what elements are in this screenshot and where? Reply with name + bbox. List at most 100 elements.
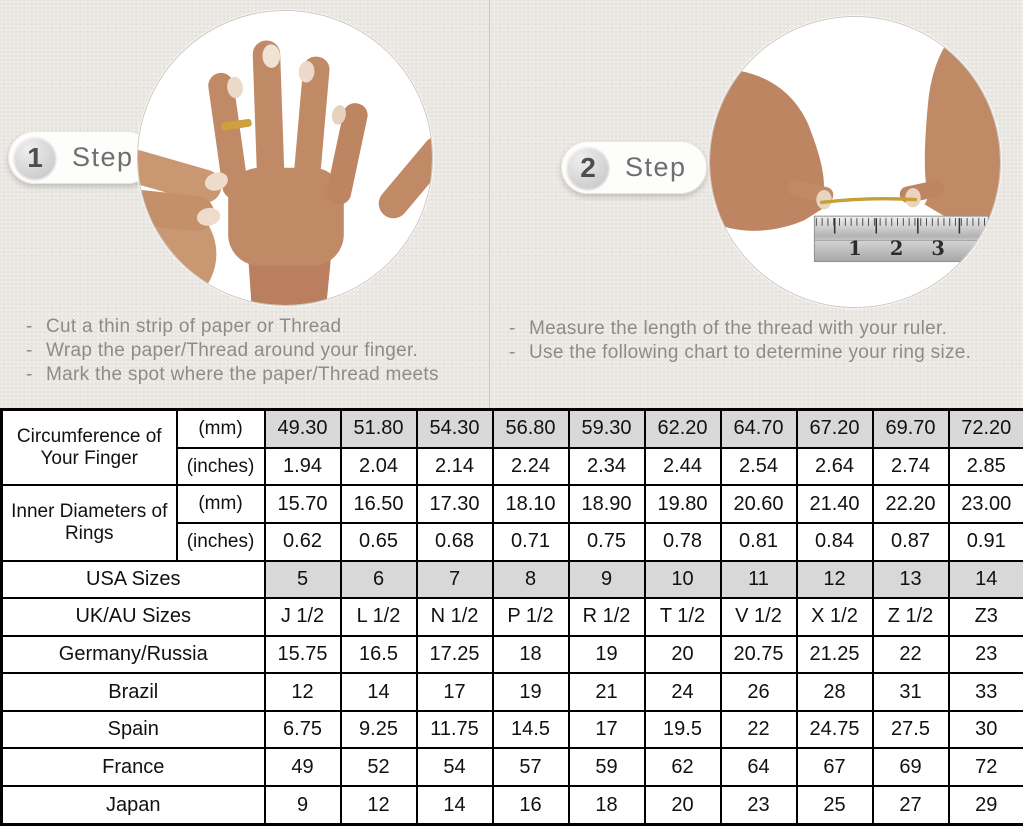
table-cell: 14 xyxy=(415,785,494,826)
step1-panel: 1 Step xyxy=(0,0,489,408)
table-cell: 20 xyxy=(643,785,722,826)
table-row-circumference-inches: (inches) 1.94 2.04 2.14 2.24 2.34 2.44 2… xyxy=(2,446,1023,487)
table-cell: 0.91 xyxy=(947,521,1023,562)
table-cell: 14.5 xyxy=(491,709,570,750)
table-cell: 12 xyxy=(339,785,418,826)
table-cell: 0.87 xyxy=(871,521,950,562)
table-cell: 19 xyxy=(567,634,646,675)
table-cell: 16 xyxy=(491,785,570,826)
table-cell: 28 xyxy=(795,672,874,712)
table-row-brazil: Brazil 12 14 17 19 21 24 26 28 31 33 xyxy=(0,672,1023,712)
table-cell: V 1/2 xyxy=(719,597,798,637)
instruction-line: - Mark the spot where the paper/Thread m… xyxy=(24,363,484,387)
table-cell: 15.75 xyxy=(263,634,342,675)
table-cell: 12 xyxy=(263,672,342,712)
table-cell: 23 xyxy=(947,634,1023,675)
table-cell: 2.24 xyxy=(491,446,570,487)
table-cell: 21.40 xyxy=(795,484,874,524)
table-row-germany-russia: Germany/Russia 15.75 16.5 17.25 18 19 20… xyxy=(0,634,1023,675)
bullet-dash: - xyxy=(26,364,33,385)
table-row-ukau: UK/AU Sizes J 1/2 L 1/2 N 1/2 P 1/2 R 1/… xyxy=(0,597,1023,637)
unit-label: (inches) xyxy=(175,446,266,487)
table-cell: 21 xyxy=(567,672,646,712)
table-cell: 6 xyxy=(339,559,418,600)
table-cell: J 1/2 xyxy=(263,597,342,637)
main-hand xyxy=(208,40,432,305)
table-row-spain: Spain 6.75 9.25 11.75 14.5 17 19.5 22 24… xyxy=(0,709,1023,750)
step2-label: Step xyxy=(625,152,687,182)
table-cell: 16.50 xyxy=(339,484,418,524)
table-cell: 0.71 xyxy=(491,521,570,562)
gold-ring-icon xyxy=(221,118,252,131)
table-cell: X 1/2 xyxy=(795,597,874,637)
table-cell: 9 xyxy=(567,559,646,600)
gold-thread xyxy=(819,197,917,205)
row-label: France xyxy=(0,747,266,788)
row-group-label: Inner Diameters of Rings xyxy=(0,484,178,562)
step1-label: Step xyxy=(72,142,134,172)
instruction-text: Measure the length of the thread with yo… xyxy=(529,318,948,339)
table-cell: 69.70 xyxy=(871,408,950,449)
table-cell: 62.20 xyxy=(643,408,722,449)
table-cell: 18 xyxy=(567,785,646,826)
instruction-text: Use the following chart to determine you… xyxy=(529,342,972,363)
table-cell: 2.64 xyxy=(795,446,874,487)
step1-number: 1 xyxy=(14,136,56,179)
table-cell: 22.20 xyxy=(871,484,950,524)
step2-number: 2 xyxy=(567,146,609,189)
ruler: 1 2 3 xyxy=(813,215,989,263)
ring-size-table: Circumference of Your Finger (mm) 49.30 … xyxy=(0,408,1023,826)
instruction-text: Cut a thin strip of paper or Thread xyxy=(46,316,342,337)
table-cell: 8 xyxy=(491,559,570,600)
table-cell: 22 xyxy=(719,709,798,750)
measuring-thread-illustration: 1 2 3 xyxy=(710,17,1000,307)
table-cell: 20.60 xyxy=(719,484,798,524)
table-cell: 9.25 xyxy=(339,709,418,750)
table-cell: 15.70 xyxy=(263,484,342,524)
table-cell: 49.30 xyxy=(263,408,342,449)
table-cell: 69 xyxy=(871,747,950,788)
row-label: Brazil xyxy=(0,672,266,712)
row-group-label: Circumference of Your Finger xyxy=(0,408,178,487)
table-cell: 27.5 xyxy=(871,709,950,750)
left-hand xyxy=(710,69,834,231)
instruction-line: - Use the following chart to determine y… xyxy=(507,341,1017,365)
step2-panel: 2 Step xyxy=(489,0,1023,408)
table-cell: 24 xyxy=(643,672,722,712)
row-label: Spain xyxy=(0,709,266,750)
table-cell: 2.34 xyxy=(567,446,646,487)
hand-with-ring-illustration xyxy=(138,11,432,305)
table-cell: 21.25 xyxy=(795,634,874,675)
row-label: UK/AU Sizes xyxy=(0,597,266,637)
table-cell: 27 xyxy=(871,785,950,826)
table-cell: 0.78 xyxy=(643,521,722,562)
table-cell: 67.20 xyxy=(795,408,874,449)
table-cell: 23 xyxy=(719,785,798,826)
table-cell: 29 xyxy=(947,785,1023,826)
unit-label: (mm) xyxy=(175,484,266,524)
table-row-usa: USA Sizes 5 6 7 8 9 10 11 12 13 14 xyxy=(0,559,1023,600)
table-cell: 2.85 xyxy=(947,446,1023,487)
table-cell: 30 xyxy=(947,709,1023,750)
table-cell: 59 xyxy=(567,747,646,788)
table-row-circumference-mm: Circumference of Your Finger (mm) 49.30 … xyxy=(0,408,1023,487)
table-cell: 10 xyxy=(643,559,722,600)
ruler-number-2: 2 xyxy=(890,237,903,260)
table-cell: 20 xyxy=(643,634,722,675)
table-cell: 18.10 xyxy=(491,484,570,524)
table-cell: 11 xyxy=(719,559,798,600)
table-cell: 17.30 xyxy=(415,484,494,524)
table-cell: 18.90 xyxy=(567,484,646,524)
table-cell: 52 xyxy=(339,747,418,788)
table-cell: 62 xyxy=(643,747,722,788)
table-cell: 19.5 xyxy=(643,709,722,750)
table-cell: 24.75 xyxy=(795,709,874,750)
table-cell: Z 1/2 xyxy=(871,597,950,637)
bullet-dash: - xyxy=(509,342,516,363)
table-row-france: France 49 52 54 57 59 62 64 67 69 72 xyxy=(0,747,1023,788)
table-cell: T 1/2 xyxy=(643,597,722,637)
table-cell: 11.75 xyxy=(415,709,494,750)
table-cell: 64.70 xyxy=(719,408,798,449)
table-cell: 0.68 xyxy=(415,521,494,562)
table-cell: 16.5 xyxy=(339,634,418,675)
